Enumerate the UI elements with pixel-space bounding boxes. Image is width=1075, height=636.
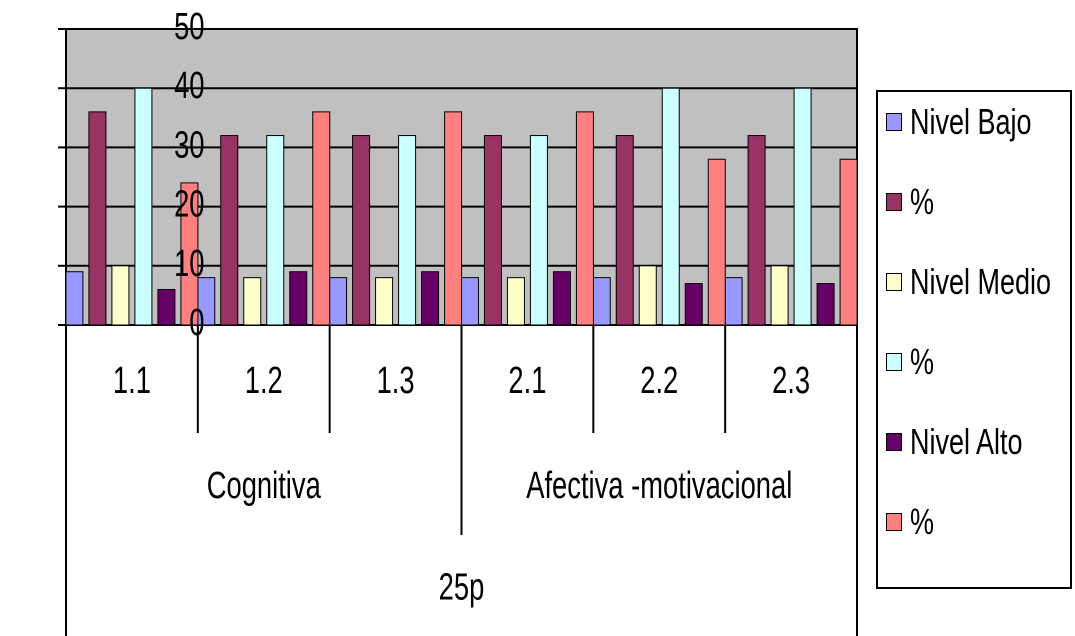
bar	[444, 111, 463, 326]
legend-swatch	[886, 113, 902, 131]
bar	[839, 158, 858, 326]
bar	[575, 111, 594, 326]
bar	[289, 271, 308, 326]
bar	[352, 135, 371, 326]
x-axis: 1.1 1.2 1.3 2.1 2.2 2.3 Cognitiva Afectiva -mot…	[65, 325, 858, 636]
group-label: Afectiva -motivacional	[526, 465, 792, 507]
legend-item: Nivel Bajo	[886, 101, 1072, 142]
legend-item: Nivel Alto	[886, 421, 1060, 462]
bar	[375, 277, 394, 326]
legend-item: %	[886, 181, 942, 222]
legend-label: %	[910, 181, 935, 222]
y-tick-label: 10	[174, 243, 204, 285]
legend-swatch	[886, 513, 902, 531]
bar	[592, 277, 611, 326]
bar	[111, 265, 130, 326]
bar	[816, 283, 835, 326]
bars	[65, 87, 858, 326]
y-tick-label: 40	[174, 65, 204, 107]
bar	[770, 265, 789, 326]
bar	[460, 277, 479, 326]
bar	[243, 277, 262, 326]
bar	[421, 271, 440, 326]
category-label: 1.1	[113, 360, 151, 402]
bar	[724, 277, 743, 326]
bar	[529, 135, 548, 326]
legend: Nivel Bajo% Nivel Medio% Nivel Alto%	[876, 90, 1072, 589]
bar	[134, 87, 153, 326]
bar	[638, 265, 657, 326]
bar	[220, 135, 239, 326]
legend-swatch	[886, 273, 902, 291]
category-label: 2.3	[772, 360, 810, 402]
bar	[661, 87, 680, 326]
bar	[506, 277, 525, 326]
category-label: 1.2	[245, 360, 283, 402]
legend-label: Nivel Bajo	[910, 101, 1032, 142]
bar	[180, 182, 199, 326]
bar	[157, 288, 176, 326]
category-label: 2.2	[640, 360, 678, 402]
y-tick-label: 30	[174, 124, 204, 166]
supergroup-label: 25p	[439, 566, 485, 608]
legend-label: Nivel Medio	[910, 261, 1052, 302]
bar	[329, 277, 348, 326]
legend-swatch	[886, 353, 902, 371]
bar	[747, 135, 766, 326]
bar	[483, 135, 502, 326]
bar	[398, 135, 417, 326]
y-tick-label: 0	[189, 302, 204, 344]
legend-label: %	[910, 501, 935, 542]
legend-swatch	[886, 193, 902, 211]
bar	[684, 283, 703, 326]
legend-label: Nivel Alto	[910, 421, 1023, 462]
bar	[707, 158, 726, 326]
legend-item: %	[886, 501, 942, 542]
legend-swatch	[886, 433, 902, 451]
legend-label: %	[910, 341, 935, 382]
bar	[65, 271, 84, 326]
bar	[552, 271, 571, 326]
legend-item: %	[886, 341, 942, 382]
category-label: 1.3	[377, 360, 415, 402]
bar	[793, 87, 812, 326]
bar	[88, 111, 107, 326]
y-tick-label: 20	[174, 183, 204, 225]
bar	[615, 135, 634, 326]
y-tick-label: 50	[174, 6, 204, 48]
group-label: Cognitiva	[207, 465, 322, 507]
category-label: 2.1	[508, 360, 546, 402]
legend-item: Nivel Medio	[886, 261, 1075, 302]
bar	[312, 111, 331, 326]
bar	[266, 135, 285, 326]
y-axis: 0 10 20 30 40 50	[58, 6, 205, 344]
